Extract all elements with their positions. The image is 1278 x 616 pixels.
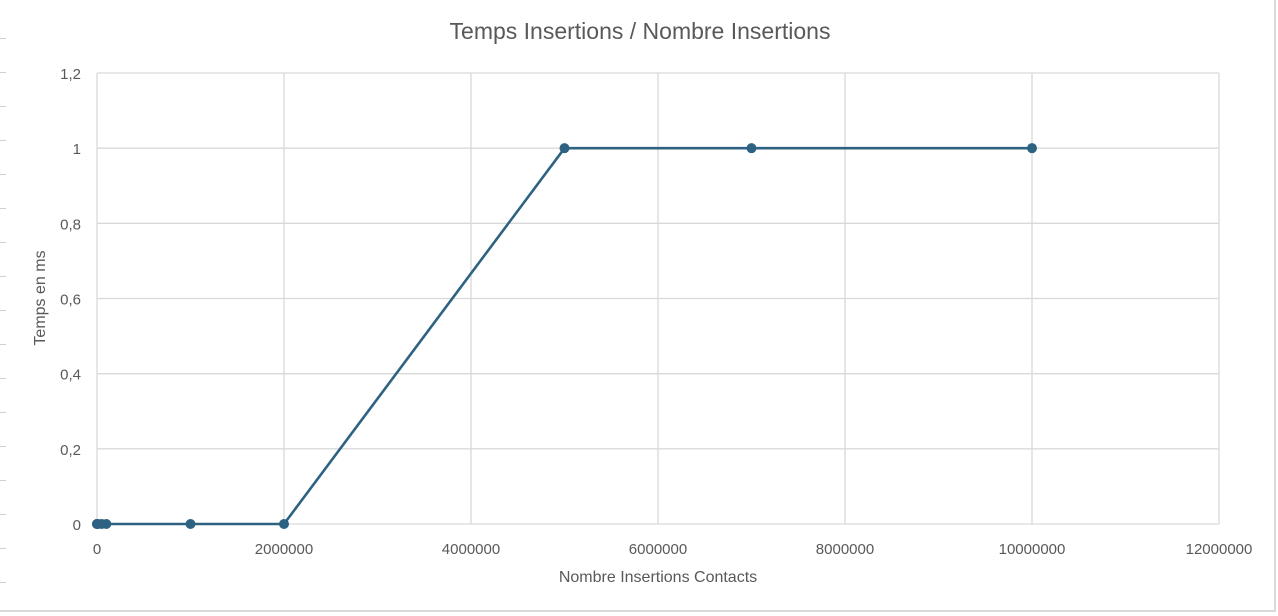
y-axis-tick-labels: 0 0,2 0,4 0,6 0,8 1 1,2 xyxy=(60,66,81,534)
data-point xyxy=(185,519,196,529)
series-line xyxy=(95,146,1032,526)
x-tick-label: 4000000 xyxy=(442,541,500,558)
x-tick-label: 10000000 xyxy=(999,541,1066,558)
data-point xyxy=(101,519,112,529)
data-point xyxy=(559,143,570,154)
data-point xyxy=(279,519,289,529)
x-tick-label: 8000000 xyxy=(816,541,874,558)
y-tick-label: 0,2 xyxy=(60,442,81,459)
y-tick-label: 0 xyxy=(73,517,81,534)
x-tick-label: 2000000 xyxy=(255,541,313,558)
x-axis-label: Nombre Insertions Contacts xyxy=(559,569,757,586)
series-layer xyxy=(92,143,1037,529)
data-point xyxy=(746,143,757,154)
x-axis-tick-labels: 0 2000000 4000000 6000000 8000000 10000000 120… xyxy=(93,541,1253,558)
y-axis-label: Temps en ms xyxy=(32,250,49,345)
x-tick-label: 0 xyxy=(93,541,101,558)
sheet-row-markers xyxy=(0,0,6,610)
y-tick-label: 0,8 xyxy=(60,216,81,233)
x-tick-label: 12000000 xyxy=(1186,541,1253,558)
y-tick-label: 1 xyxy=(73,141,81,158)
data-point xyxy=(1027,143,1037,154)
x-tick-label: 6000000 xyxy=(629,541,687,558)
gridlines xyxy=(96,72,1220,525)
y-tick-label: 0,4 xyxy=(60,367,81,384)
y-tick-label: 0,6 xyxy=(60,292,81,309)
y-tick-label: 1,2 xyxy=(60,66,81,83)
chart-title: Temps Insertions / Nombre Insertions xyxy=(450,18,831,44)
